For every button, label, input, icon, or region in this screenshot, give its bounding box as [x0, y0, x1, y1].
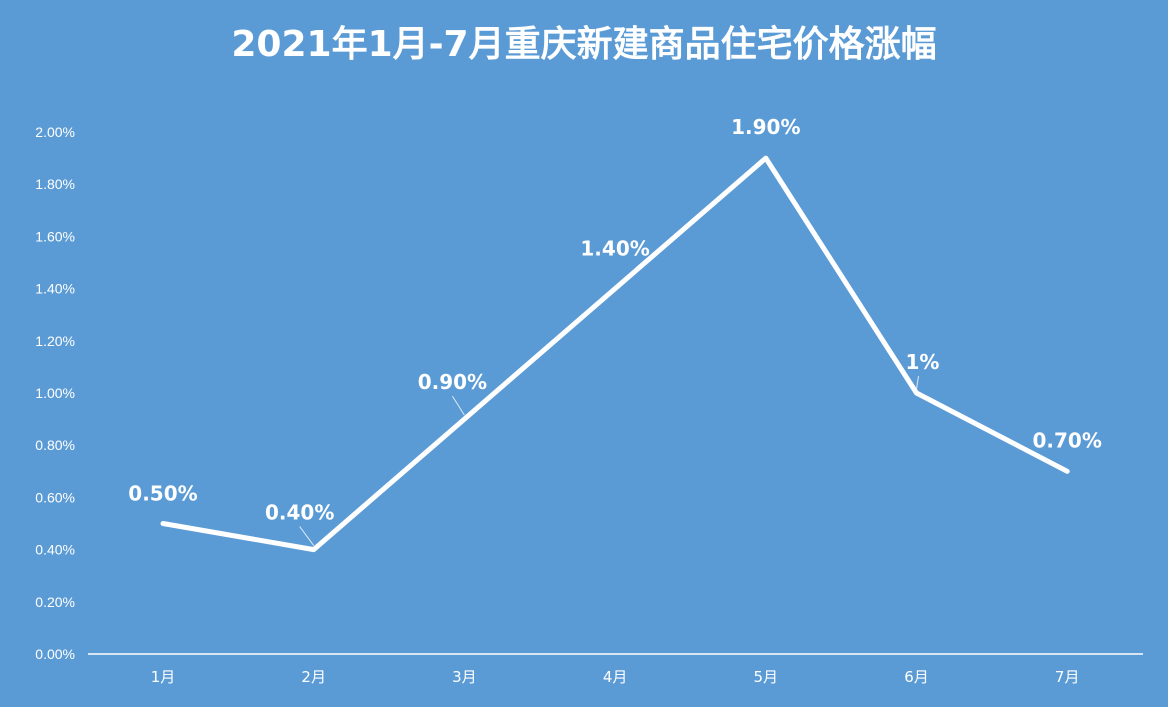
- y-tick-label: 0.00%: [35, 646, 75, 662]
- x-tick-label: 5月: [754, 668, 779, 686]
- drop-lines: [162, 158, 1068, 654]
- y-tick-label: 1.00%: [35, 385, 75, 401]
- data-label: 1.40%: [580, 237, 649, 261]
- chart-title: 2021年1月-7月重庆新建商品住宅价格涨幅: [231, 23, 936, 65]
- x-axis-ticks: 1月 2月 3月 4月 5月 6月 7月: [151, 668, 1080, 686]
- y-tick-label: 0.60%: [35, 489, 75, 505]
- data-label: 1%: [906, 350, 940, 374]
- x-tick-label: 7月: [1055, 668, 1080, 686]
- y-tick-label: 2.00%: [35, 124, 75, 140]
- data-label: 0.70%: [1033, 428, 1102, 452]
- y-tick-label: 1.20%: [35, 333, 75, 349]
- label-leader-line: [916, 375, 919, 390]
- x-tick-label: 3月: [452, 668, 477, 686]
- data-label: 1.90%: [731, 115, 800, 139]
- series-line: [160, 155, 1070, 553]
- y-axis-ticks: 0.00% 0.20% 0.40% 0.60% 0.80% 1.00% 1.20% 1.40%…: [35, 124, 75, 662]
- y-tick-label: 0.20%: [35, 594, 75, 610]
- x-tick-label: 4月: [603, 668, 628, 686]
- data-label: 0.50%: [128, 482, 197, 506]
- x-tick-label: 2月: [301, 668, 326, 686]
- label-leader-line: [451, 395, 465, 416]
- y-tick-label: 1.60%: [35, 228, 75, 244]
- label-leader-line: [299, 526, 315, 546]
- y-tick-label: 0.80%: [35, 437, 75, 453]
- data-label: 0.90%: [418, 370, 487, 394]
- label-leaders: [299, 375, 919, 546]
- x-tick-label: 6月: [904, 668, 929, 686]
- y-tick-label: 1.40%: [35, 281, 75, 297]
- y-tick-label: 1.80%: [35, 176, 75, 192]
- data-labels: 0.50% 0.40% 0.90% 1.40% 1.90% 1% 0.70%: [128, 115, 1102, 524]
- data-label: 0.40%: [265, 501, 334, 525]
- y-tick-label: 0.40%: [35, 542, 75, 558]
- x-tick-label: 1月: [151, 668, 176, 686]
